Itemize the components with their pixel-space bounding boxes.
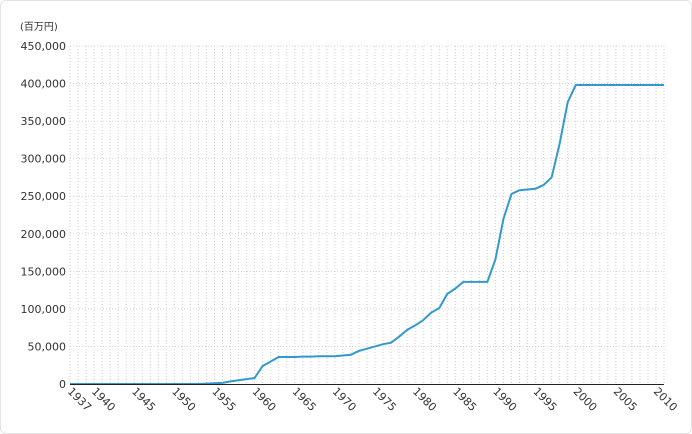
y-tick-label: 450,000 bbox=[21, 40, 67, 53]
series-line bbox=[70, 84, 664, 385]
y-tick-label: 100,000 bbox=[21, 303, 67, 316]
x-tick-label: 1980 bbox=[410, 385, 439, 414]
grid bbox=[69, 45, 665, 384]
x-tick-label: 1970 bbox=[330, 385, 359, 414]
x-tick-label: 1955 bbox=[209, 385, 238, 414]
y-tick-label: 300,000 bbox=[21, 153, 67, 166]
x-tick-label: 1937 bbox=[65, 385, 94, 414]
x-tick-label: 2010 bbox=[651, 385, 680, 414]
x-tick-label: 1995 bbox=[530, 385, 559, 414]
x-tick-label: 2005 bbox=[611, 385, 640, 414]
x-tick-label: 1975 bbox=[370, 385, 399, 414]
y-tick-label: 200,000 bbox=[21, 228, 67, 241]
x-tick-label: 1940 bbox=[89, 385, 118, 414]
x-tick-label: 1950 bbox=[169, 385, 198, 414]
y-tick-label: 250,000 bbox=[21, 190, 67, 203]
y-tick-label: 150,000 bbox=[21, 265, 67, 278]
unit-label: (百万円) bbox=[20, 21, 58, 33]
y-tick-label: 350,000 bbox=[21, 115, 67, 128]
x-tick-label: 1945 bbox=[129, 385, 158, 414]
x-tick-label: 2000 bbox=[571, 385, 600, 414]
y-tick-label: 400,000 bbox=[21, 78, 67, 91]
y-tick-label: 50,000 bbox=[28, 340, 67, 353]
x-tick-label: 1965 bbox=[290, 385, 319, 414]
x-tick-label: 1960 bbox=[250, 385, 279, 414]
y-axis-ticks: 0 50,000 100,000 150,000 200,000 250,000 300,0… bbox=[21, 40, 67, 391]
x-tick-label: 1990 bbox=[490, 385, 519, 414]
x-tick-label: 1985 bbox=[450, 385, 479, 414]
y-tick-label: 0 bbox=[59, 378, 66, 391]
